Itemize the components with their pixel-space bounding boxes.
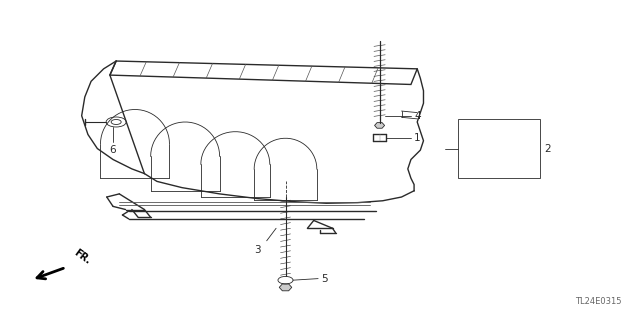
Bar xyxy=(458,119,540,178)
Text: TL24E0315: TL24E0315 xyxy=(575,297,621,307)
Text: 2: 2 xyxy=(545,144,551,153)
Text: 5: 5 xyxy=(321,274,328,284)
Text: 6: 6 xyxy=(109,145,116,155)
Text: 1: 1 xyxy=(414,133,420,143)
Text: 3: 3 xyxy=(254,246,260,256)
Polygon shape xyxy=(374,122,385,128)
Polygon shape xyxy=(279,284,292,291)
Text: 4: 4 xyxy=(414,111,420,121)
Text: FR.: FR. xyxy=(72,247,93,266)
